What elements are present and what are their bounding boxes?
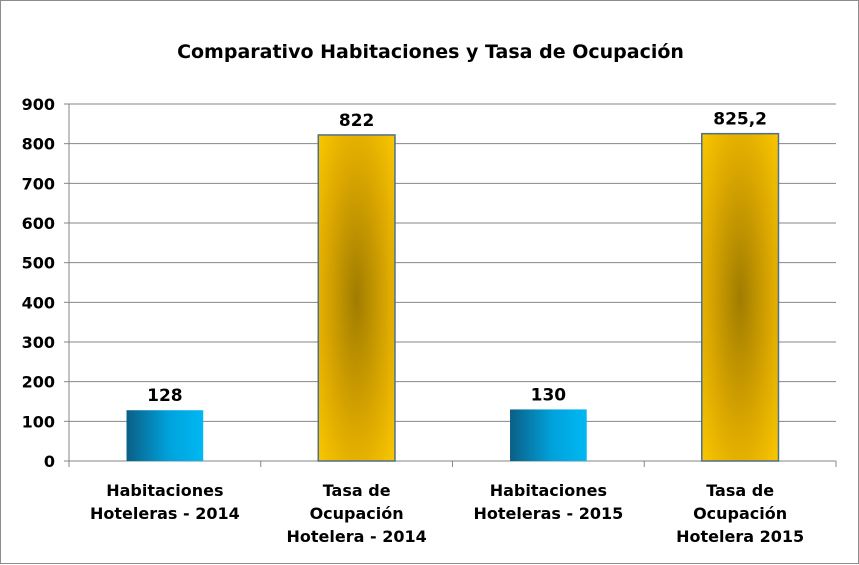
x-category-label-line: Habitaciones [490, 481, 607, 500]
x-category-label-line: Ocupación [693, 504, 787, 523]
chart-title: Comparativo Habitaciones y Tasa de Ocupa… [177, 41, 684, 63]
x-category-label-line: Hoteleras - 2014 [90, 504, 240, 523]
bar [126, 410, 204, 461]
data-label: 130 [531, 385, 567, 405]
y-tick-label: 500 [22, 254, 55, 273]
x-category-label: Habitaciones Hoteleras - 2014 [90, 481, 240, 523]
x-category-label-line: Hotelera - 2014 [287, 527, 427, 546]
y-tick-label: 100 [22, 412, 55, 431]
x-category-label-line: Habitaciones [106, 481, 223, 500]
bar [510, 409, 587, 461]
data-label: 825,2 [713, 110, 767, 130]
x-category-label-line: Hotelera 2015 [676, 527, 804, 546]
y-tick-label: 0 [44, 452, 55, 471]
y-tick-label: 800 [22, 135, 55, 154]
y-tick-label: 900 [22, 95, 55, 114]
data-label: 822 [339, 111, 375, 131]
y-tick-label: 600 [22, 214, 55, 233]
y-tick-label: 400 [22, 293, 55, 312]
x-category-label-line: Ocupación [310, 504, 404, 523]
x-category-label-line: Tasa de [323, 481, 391, 500]
data-label: 128 [147, 386, 183, 406]
x-category-label-line: Hoteleras - 2015 [474, 504, 624, 523]
x-category-label: Habitaciones Hoteleras - 2015 [474, 481, 624, 523]
y-tick-label: 200 [22, 373, 55, 392]
y-tick-label: 700 [22, 174, 55, 193]
bar [701, 132, 780, 462]
x-category-label: Tasa de Ocupación Hotelera - 2014 [287, 481, 427, 546]
x-category-label: Tasa de Ocupación Hotelera 2015 [676, 481, 804, 546]
y-tick-label: 300 [22, 333, 55, 352]
bar [317, 134, 396, 462]
x-category-label-line: Tasa de [706, 481, 774, 500]
